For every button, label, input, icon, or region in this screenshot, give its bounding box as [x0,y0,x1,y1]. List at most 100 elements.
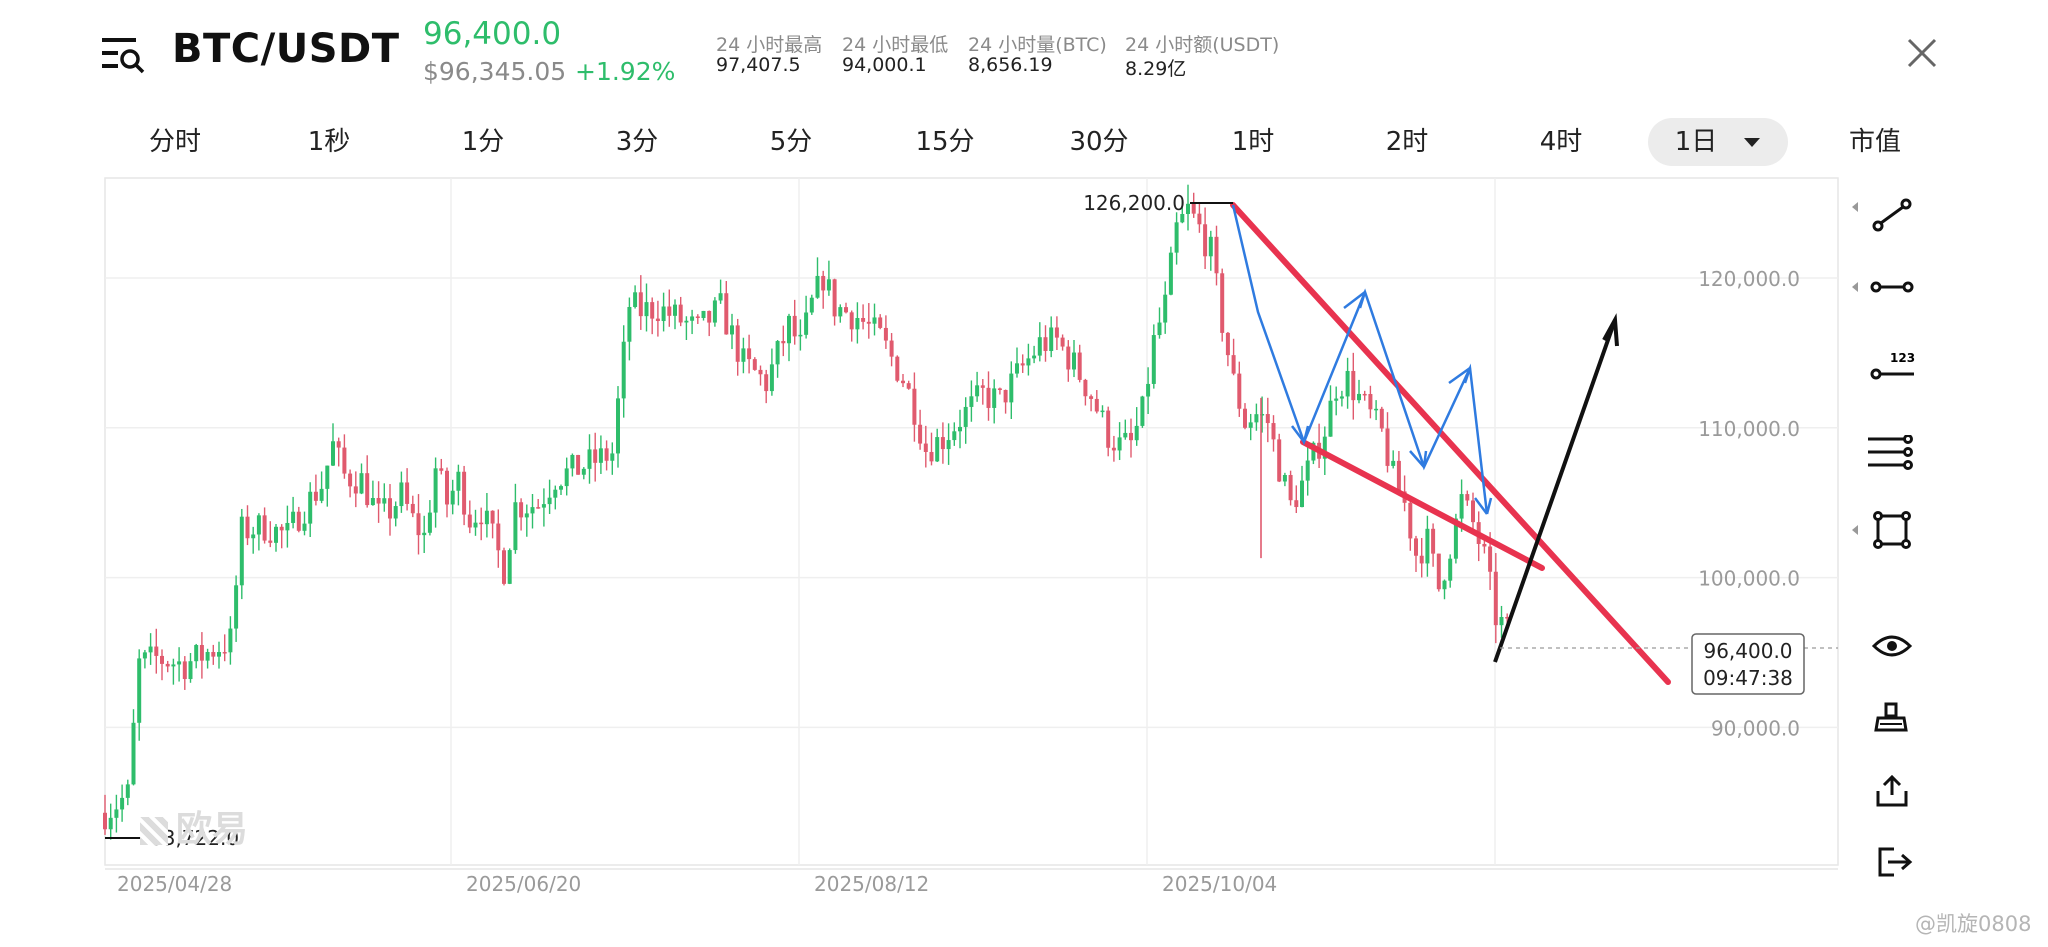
candle-body-242 [1482,543,1487,547]
candle-body-185 [1157,322,1162,336]
candle-body-214 [1322,436,1327,459]
max-price-label: 126,200.0 [1083,191,1185,215]
candle-body-84 [581,468,586,475]
candle-body-135 [872,317,877,324]
candle-body-123 [804,312,809,335]
candle-body-81 [564,468,569,487]
candle-body-63 [462,471,467,515]
candle-body-183 [1146,383,1151,397]
tab-15m[interactable]: 15分 [915,127,975,157]
tab-1d[interactable]: 1日 [1648,118,1788,166]
candle-body-94 [638,292,643,317]
candle-body-23 [234,585,239,629]
candle-body-101 [678,304,683,323]
candle-body-177 [1111,447,1116,451]
candle-body-220 [1357,393,1361,401]
candle-body-222 [1368,394,1373,410]
tab-30m[interactable]: 30分 [1069,127,1129,157]
candle-body-121 [792,315,797,337]
candle-body-97 [655,318,660,322]
candle-body-127 [826,279,831,291]
logo-text: 欧易 [176,809,249,850]
candle-body-139 [895,356,900,381]
candle-body-27 [256,515,261,535]
tab-market-cap[interactable]: 市值 [1848,127,1901,157]
candle-body-120 [787,315,791,344]
candle-body-190 [1186,203,1190,214]
candle-body-150 [958,426,962,432]
share-icon[interactable] [1848,775,1938,825]
candle-body-155 [986,387,991,408]
tab-2h[interactable]: 2时 [1385,127,1429,157]
candle-body-13 [177,661,182,665]
menu-search-icon[interactable] [100,34,146,74]
candle-body-89 [610,453,615,461]
eye-icon[interactable] [1848,630,1938,680]
candle-body-50 [388,498,392,519]
candle-body-116 [764,374,769,392]
parallel-channel-icon[interactable] [1848,435,1938,485]
wave-zigzag [1231,204,1489,515]
x-tick-label-0: 2025/04/28 [117,872,232,896]
candle-body-85 [587,449,592,469]
candle-body-181 [1134,425,1139,441]
rectangle-icon[interactable] [1848,510,1938,560]
candle-body-77 [541,504,546,508]
wave-arrowhead-a-2 [1409,450,1425,468]
x-tick-label-2: 2025/08/12 [814,872,929,896]
current-price-box [1691,633,1805,695]
y-tick-label-2: 100,000.0 [1698,567,1800,591]
pair-title[interactable]: BTC/USDT [172,26,400,72]
candle-body-142 [912,388,917,425]
candle-body-30 [274,526,278,543]
candle-body-196 [1220,273,1225,333]
candle-body-15 [188,661,193,680]
candle-body-244 [1493,571,1498,626]
candle-body-227 [1396,460,1401,492]
exit-icon[interactable] [1848,845,1938,895]
candle-body-179 [1123,432,1128,438]
close-icon[interactable] [1905,36,1939,70]
tab-4h[interactable]: 4时 [1539,127,1583,157]
candle-body-192 [1197,213,1202,225]
price-markers: 126,200.083,722.096,400.009:47:38 [105,191,1838,850]
candle-body-112 [741,348,746,362]
candle-body-32 [285,522,290,531]
plot-frame [104,177,1839,866]
horizontal-ray-icon[interactable] [1848,270,1938,320]
candle-body-33 [291,511,296,523]
candle-body-206 [1277,439,1282,482]
tab-time-share[interactable]: 分时 [148,127,201,157]
tab-1s[interactable]: 1秒 [307,127,351,157]
candle-body-105 [701,310,706,318]
breakout-arrowhead [1602,313,1619,347]
candle-body-18 [205,652,210,661]
candle-body-175 [1100,410,1105,413]
candle-body-168 [1060,337,1065,347]
trend-line-icon[interactable] [1848,190,1938,240]
candle-body-235 [1442,580,1447,590]
tab-1m[interactable]: 1分 [461,127,505,157]
chart-grid [104,177,1839,866]
candle-body-239 [1465,494,1470,501]
candle-body-141 [906,383,911,389]
price-line-icon[interactable]: 123 [1848,348,1938,398]
candle-body-7 [142,652,147,659]
candle-body-40 [331,441,335,466]
candle-body-100 [673,304,677,316]
candle-body-144 [923,443,928,452]
eraser-icon[interactable] [1848,702,1938,752]
tab-1h[interactable]: 1时 [1231,127,1275,157]
tab-3m[interactable]: 3分 [615,127,659,157]
candle-body-233 [1431,528,1436,554]
candle-body-78 [547,497,552,505]
tab-5m[interactable]: 5分 [769,127,813,157]
candle-body-163 [1032,355,1037,359]
candle-body-200 [1243,408,1247,428]
candle-body-22 [228,628,233,653]
candle-body-207 [1282,474,1287,482]
candle-body-119 [781,341,786,344]
candlestick-chart[interactable]: 120,000.0 110,000.0 100,000.0 90,000.0 2025… [0,170,1848,910]
candle-body-31 [279,526,284,531]
candle-body-164 [1037,337,1042,356]
